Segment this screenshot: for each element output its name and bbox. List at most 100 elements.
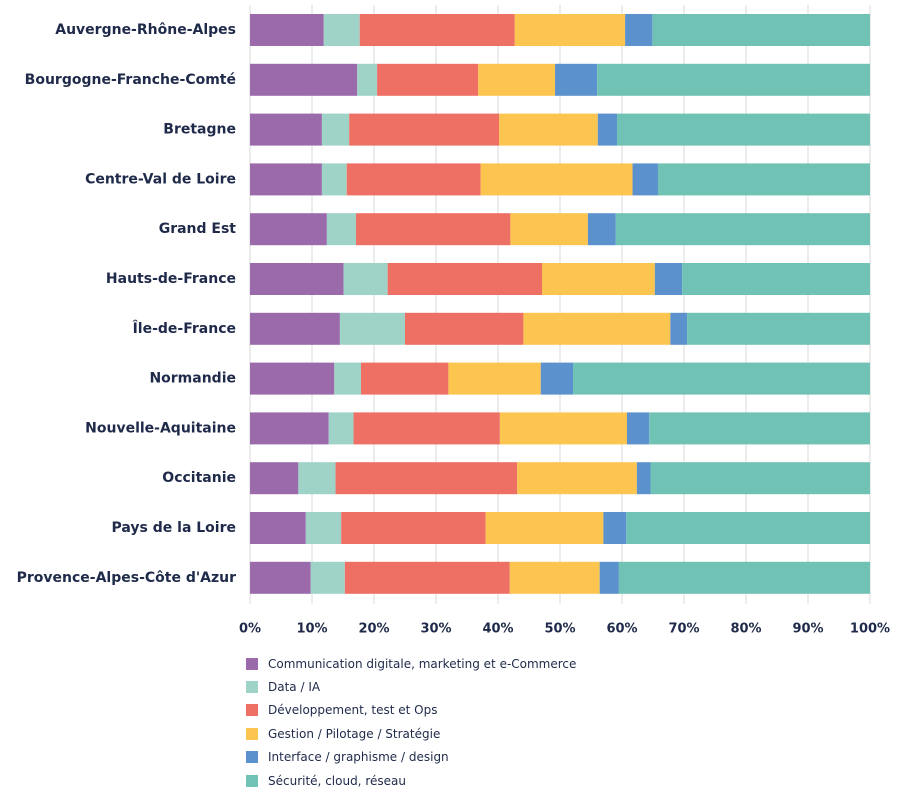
bar-segment (617, 113, 870, 146)
bar-segment (346, 163, 481, 196)
bar-segment (250, 561, 311, 594)
bar-segment (509, 561, 600, 594)
legend-item: Data / IA (246, 675, 576, 698)
category-label: Hauts-de-France (106, 271, 236, 287)
bar-segment (687, 312, 870, 345)
bar-segment (654, 263, 683, 295)
bar-segment (603, 512, 627, 544)
bar-segment (485, 512, 604, 544)
bar-segment (649, 412, 870, 445)
x-tick-label: 10% (296, 622, 327, 637)
bars (250, 14, 870, 594)
legend-label: Data / IA (268, 680, 321, 695)
bar-segment (652, 14, 870, 46)
legend-item: Communication digitale, marketing et e-C… (246, 652, 576, 675)
category-label: Nouvelle-Aquitaine (85, 420, 236, 436)
bar-segment (353, 412, 500, 445)
bar-segment (517, 462, 637, 495)
bar-segment (523, 312, 671, 345)
legend-swatch (246, 727, 258, 740)
legend-label: Gestion / Pilotage / Stratégie (268, 726, 441, 741)
bar-segment (542, 263, 655, 295)
legend-label: Développement, test et Ops (268, 703, 438, 718)
bar-segment (597, 63, 870, 96)
bar-segment (323, 14, 360, 46)
bar-segment (573, 362, 870, 395)
category-label: Provence-Alpes-Côte d'Azur (17, 570, 236, 586)
x-tick-label: 70% (668, 622, 699, 637)
legend-swatch (246, 774, 258, 787)
bar-segment (250, 213, 327, 246)
x-axis-tick-labels: 0% 10% 20% 30% 40% 50% 60% 70% 80% 90% 100% (239, 622, 890, 637)
bar-segment (618, 561, 870, 594)
bar-segment (334, 362, 361, 395)
legend-item: Gestion / Pilotage / Stratégie (246, 722, 576, 745)
x-tick-label: 30% (420, 622, 451, 637)
bar-segment (341, 512, 486, 544)
bar-segment (250, 312, 340, 345)
bar-segment (349, 113, 500, 146)
bar-segment (250, 462, 299, 495)
legend-label: Communication digitale, marketing et e-C… (268, 656, 577, 671)
bar-segment (343, 263, 388, 295)
bar-segment (510, 213, 588, 246)
legend-swatch (246, 751, 258, 764)
bar-segment (360, 362, 449, 395)
x-tick-label: 20% (358, 622, 389, 637)
x-tick-label: 60% (606, 622, 637, 637)
x-tick-label: 50% (544, 622, 575, 637)
category-label: Normandie (149, 371, 236, 387)
legend-label: Interface / graphisme / design (268, 750, 449, 765)
category-label: Pays de la Loire (112, 520, 236, 536)
bar-segment (250, 163, 322, 196)
bar-segment (335, 462, 518, 495)
x-tick-label: 100% (850, 622, 890, 637)
legend-item: Sécurité, cloud, réseau (246, 769, 576, 792)
x-tick-label: 0% (239, 622, 261, 637)
bar-segment (405, 312, 524, 345)
bar-segment (626, 512, 870, 544)
x-tick-label: 40% (482, 622, 513, 637)
category-label: Grand Est (159, 221, 237, 237)
bar-segment (357, 63, 378, 96)
bar-segment (321, 163, 347, 196)
legend-swatch (246, 681, 258, 694)
bar-segment (615, 213, 870, 246)
bar-segment (344, 561, 510, 594)
bar-segment (499, 113, 598, 146)
x-tick-label: 80% (730, 622, 761, 637)
bar-segment (682, 263, 870, 295)
bar-segment (326, 213, 357, 246)
legend-swatch (246, 704, 258, 717)
category-label: Île-de-France (133, 320, 236, 337)
category-label: Auvergne-Rhône-Alpes (55, 22, 236, 38)
legend-item: Interface / graphisme / design (246, 746, 576, 769)
bar-segment (650, 462, 870, 495)
bar-segment (250, 113, 322, 146)
bar-segment (540, 362, 574, 395)
bar-segment (321, 113, 350, 146)
bar-segment (387, 263, 543, 295)
bar-segment (377, 63, 479, 96)
bar-segment (250, 63, 358, 96)
bar-segment (359, 14, 515, 46)
bar-segment (480, 163, 633, 196)
x-tick-label: 90% (792, 622, 823, 637)
bar-segment (250, 362, 335, 395)
legend-item: Développement, test et Ops (246, 699, 576, 722)
legend-label: Sécurité, cloud, réseau (268, 773, 406, 788)
bar-segment (298, 462, 336, 495)
bar-segment (250, 512, 306, 544)
bar-segment (310, 561, 345, 594)
bar-segment (632, 163, 658, 196)
bar-segment (514, 14, 626, 46)
bar-segment (339, 312, 405, 345)
bar-segment (626, 412, 650, 445)
category-label: Bretagne (163, 122, 236, 138)
bar-segment (250, 412, 329, 445)
bar-segment (670, 312, 688, 345)
bar-segment (657, 163, 870, 196)
bar-segment (499, 412, 627, 445)
bar-segment (356, 213, 511, 246)
